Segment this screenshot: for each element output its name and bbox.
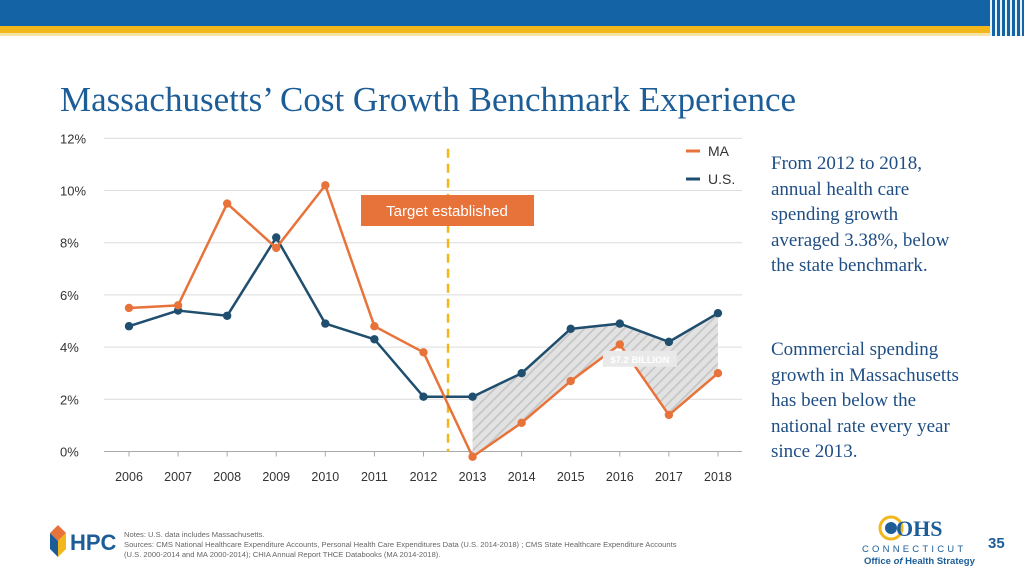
x-tick-label: 2008 [213, 470, 241, 484]
x-tick-label: 2009 [262, 470, 290, 484]
target-callout-box [361, 195, 535, 226]
data-point-us [713, 308, 723, 318]
data-point-ma [419, 348, 428, 357]
savings-gap-area [472, 313, 718, 457]
data-point-us [222, 311, 232, 320]
data-point-ma [517, 418, 526, 427]
y-tick-label: 6% [60, 288, 79, 303]
hpc-logo: HPC [46, 524, 126, 558]
gap-label: $7.2 BILLION [610, 355, 669, 366]
data-point-us [321, 319, 330, 328]
data-point-ma [664, 410, 674, 420]
note-line: Notes: U.S. data includes Massachusetts. [124, 530, 265, 539]
data-point-ma [124, 303, 134, 313]
data-point-us [272, 233, 281, 242]
y-tick-label: 0% [60, 445, 79, 460]
header-stripe [0, 26, 1024, 33]
page-number: 35 [988, 535, 1005, 552]
x-tick-label: 2006 [115, 470, 143, 484]
slide-title: Massachusetts’ Cost Growth Benchmark Exp… [60, 80, 797, 119]
hpc-logo-icon [50, 525, 66, 557]
hpc-logo-text: HPC [70, 530, 117, 555]
data-point-us [517, 369, 526, 378]
data-point-ma [468, 452, 477, 461]
data-point-us [615, 319, 624, 328]
y-tick-label: 2% [60, 392, 79, 407]
header-bar [0, 0, 1024, 26]
y-tick-label: 10% [60, 184, 86, 199]
x-tick-label: 2011 [361, 470, 388, 484]
data-point-ma [222, 199, 232, 208]
data-point-us [370, 335, 379, 344]
x-tick-label: 2015 [557, 470, 585, 484]
data-point-ma [272, 243, 281, 253]
growth-chart: Target established 0% 2% 4% 6% 8% 10% 12% 2006 2… [60, 131, 742, 484]
ohs-logo-text: OHS [896, 516, 943, 541]
target-callout-label: Target established [386, 203, 508, 220]
x-tick-label: 2016 [606, 470, 634, 484]
legend-label-ma: MA [708, 143, 730, 159]
x-tick-label: 2017 [655, 470, 683, 484]
y-tick-label: 12% [60, 131, 86, 146]
side-text-spending-growth: From 2012 to 2018, annual health care sp… [771, 153, 950, 277]
data-point-us [468, 392, 477, 401]
ohs-logo-icon [878, 515, 904, 541]
data-point-ma [713, 369, 723, 378]
x-tick-label: 2014 [508, 470, 536, 484]
data-point-ma [321, 181, 330, 190]
note-line: (U.S. 2000-2014 and MA 2000-2014); CHIA … [124, 550, 441, 559]
data-point-ma [370, 322, 379, 331]
data-point-us [124, 322, 134, 331]
x-tick-label: 2007 [164, 470, 192, 484]
header-stripe-light [0, 33, 1024, 36]
note-line: Sources: CMS National Healthcare Expendi… [124, 540, 677, 549]
x-tick-label: 2012 [410, 470, 438, 484]
y-tick-label: 8% [60, 236, 79, 251]
ohs-logo: OHS CONNECTICUT Office of Health Strateg… [862, 514, 984, 570]
gap-label-background [602, 350, 677, 367]
data-point-ma [615, 340, 624, 349]
legend-label-us: U.S. [708, 171, 735, 187]
x-tick-label: 2010 [311, 470, 339, 484]
x-tick-label: 2013 [459, 470, 487, 484]
data-point-us [419, 392, 428, 401]
ohs-logo-state: CONNECTICUT [862, 544, 967, 555]
data-point-us [566, 324, 575, 334]
side-text-commercial-growth: Commercial spending growth in Massachuse… [771, 339, 959, 463]
source-notes: Notes: U.S. data includes Massachusetts.… [124, 530, 744, 560]
ohs-logo-office: Office of Health Strategy [864, 556, 975, 567]
x-tick-label: 2018 [704, 470, 732, 484]
series-line-us [128, 236, 719, 398]
data-point-us [664, 337, 674, 347]
y-tick-label: 4% [60, 340, 79, 355]
header-corner-pattern [990, 0, 1024, 36]
data-point-ma [566, 376, 575, 386]
data-point-ma [173, 301, 183, 310]
